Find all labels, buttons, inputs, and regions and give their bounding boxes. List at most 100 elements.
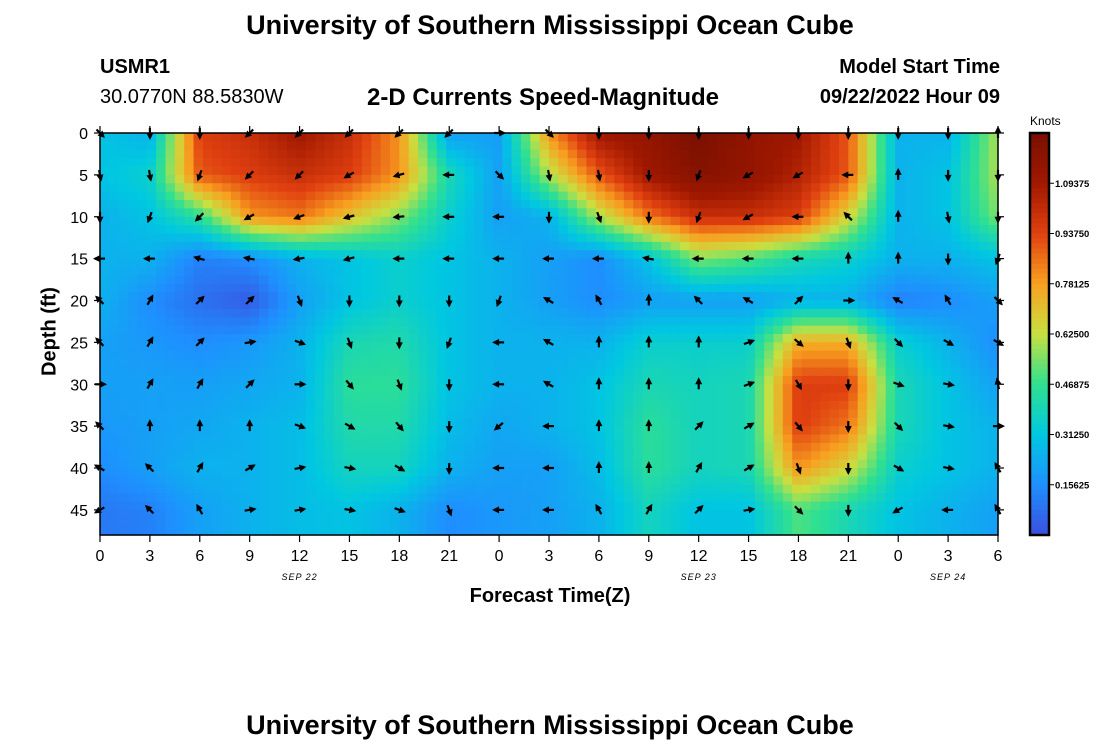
heatmap-cell [333,509,344,519]
heatmap-cell [146,225,157,235]
heatmap-cell [726,225,737,235]
heatmap-cell [492,308,503,318]
heatmap-cell [371,208,382,218]
heatmap-cell [745,241,756,251]
heatmap-cell [679,367,690,377]
heatmap-cell [418,317,428,327]
heatmap-cell [969,451,980,461]
heatmap-cell [885,526,896,536]
heatmap-cell [689,526,700,536]
heatmap-cell [558,183,569,193]
heatmap-cell [717,325,728,335]
heatmap-cell [829,526,840,536]
heatmap-cell [736,526,747,536]
heatmap-cell [408,392,419,402]
heatmap-cell [820,158,831,168]
heatmap-cell [904,166,915,176]
heatmap-cell [614,325,625,335]
heatmap-cell [577,158,588,168]
heatmap-cell [436,133,447,142]
heatmap-cell [773,459,784,469]
heatmap-cell [202,300,213,310]
heatmap-cell [464,392,475,402]
heatmap-cell [586,241,597,251]
heatmap-cell [679,417,690,427]
heatmap-cell [315,200,326,209]
heatmap-cell [502,375,513,385]
heatmap-cell [221,484,232,494]
heatmap-cell [577,384,588,394]
heatmap-cell [782,241,793,251]
heatmap-cell [520,216,531,226]
heatmap-cell [109,392,120,402]
heatmap-cell [810,451,821,461]
heatmap-cell [651,384,662,394]
heatmap-cell [324,133,335,142]
heatmap-cell [876,426,887,436]
heatmap-cell [951,241,962,251]
heatmap-cell [923,493,934,503]
heatmap-cell [315,518,326,528]
heatmap-cell [305,258,316,268]
heatmap-cell [651,392,662,402]
heatmap-cell [754,158,765,168]
heatmap-cell [230,250,241,260]
heatmap-cell [773,350,784,360]
arrow-head [496,172,505,180]
heatmap-cell [764,409,775,419]
heatmap-cell [539,392,550,402]
heatmap-cell [436,292,447,302]
heatmap-cell [511,300,522,310]
heatmap-cell [539,518,550,528]
heatmap-cell [932,334,943,343]
heatmap-cell [736,401,747,410]
heatmap-cell [446,308,457,318]
heatmap-cell [764,166,775,176]
heatmap-cell [941,384,952,394]
heatmap-cell [249,200,260,209]
heatmap-cell [586,493,597,503]
heatmap-cell [184,434,195,444]
heatmap-cell [586,325,597,335]
heatmap-cell [679,267,690,276]
heatmap-cell [969,401,980,410]
heatmap-cell [810,325,821,335]
heatmap-cell [633,350,644,360]
heatmap-cell [455,317,466,327]
heatmap-cell [754,258,765,268]
heatmap-cell [436,258,447,268]
heatmap-cell [698,518,709,528]
heatmap-cell [923,292,934,302]
heatmap-cell [829,518,840,528]
heatmap-cell [436,250,447,260]
heatmap-cell [913,258,924,268]
heatmap-cell [455,367,466,377]
heatmap-cell [277,267,288,276]
heatmap-cell [708,133,718,142]
heatmap-cell [913,468,924,477]
heatmap-cell [549,375,559,385]
heatmap-cell [109,250,120,260]
heatmap-cell [670,267,681,276]
heatmap-cell [670,208,681,218]
heatmap-cell [895,325,906,335]
heatmap-cell [427,350,438,360]
heatmap-cell [679,426,690,436]
heatmap-cell [268,325,279,335]
heatmap-cell [128,258,139,268]
heatmap-cell [923,434,934,444]
heatmap-cell [895,426,906,436]
heatmap-cell [268,417,279,427]
heatmap-cell [969,275,980,285]
heatmap-cell [708,350,718,360]
heatmap-cell [633,367,644,377]
heatmap-cell [268,526,279,536]
heatmap-cell [137,409,148,419]
heatmap-cell [436,392,447,402]
heatmap-cell [801,375,812,385]
heatmap-cell [745,200,756,209]
heatmap-cell [464,484,475,494]
heatmap-cell [268,141,279,151]
heatmap-cell [287,451,298,461]
heatmap-cell [315,375,326,385]
